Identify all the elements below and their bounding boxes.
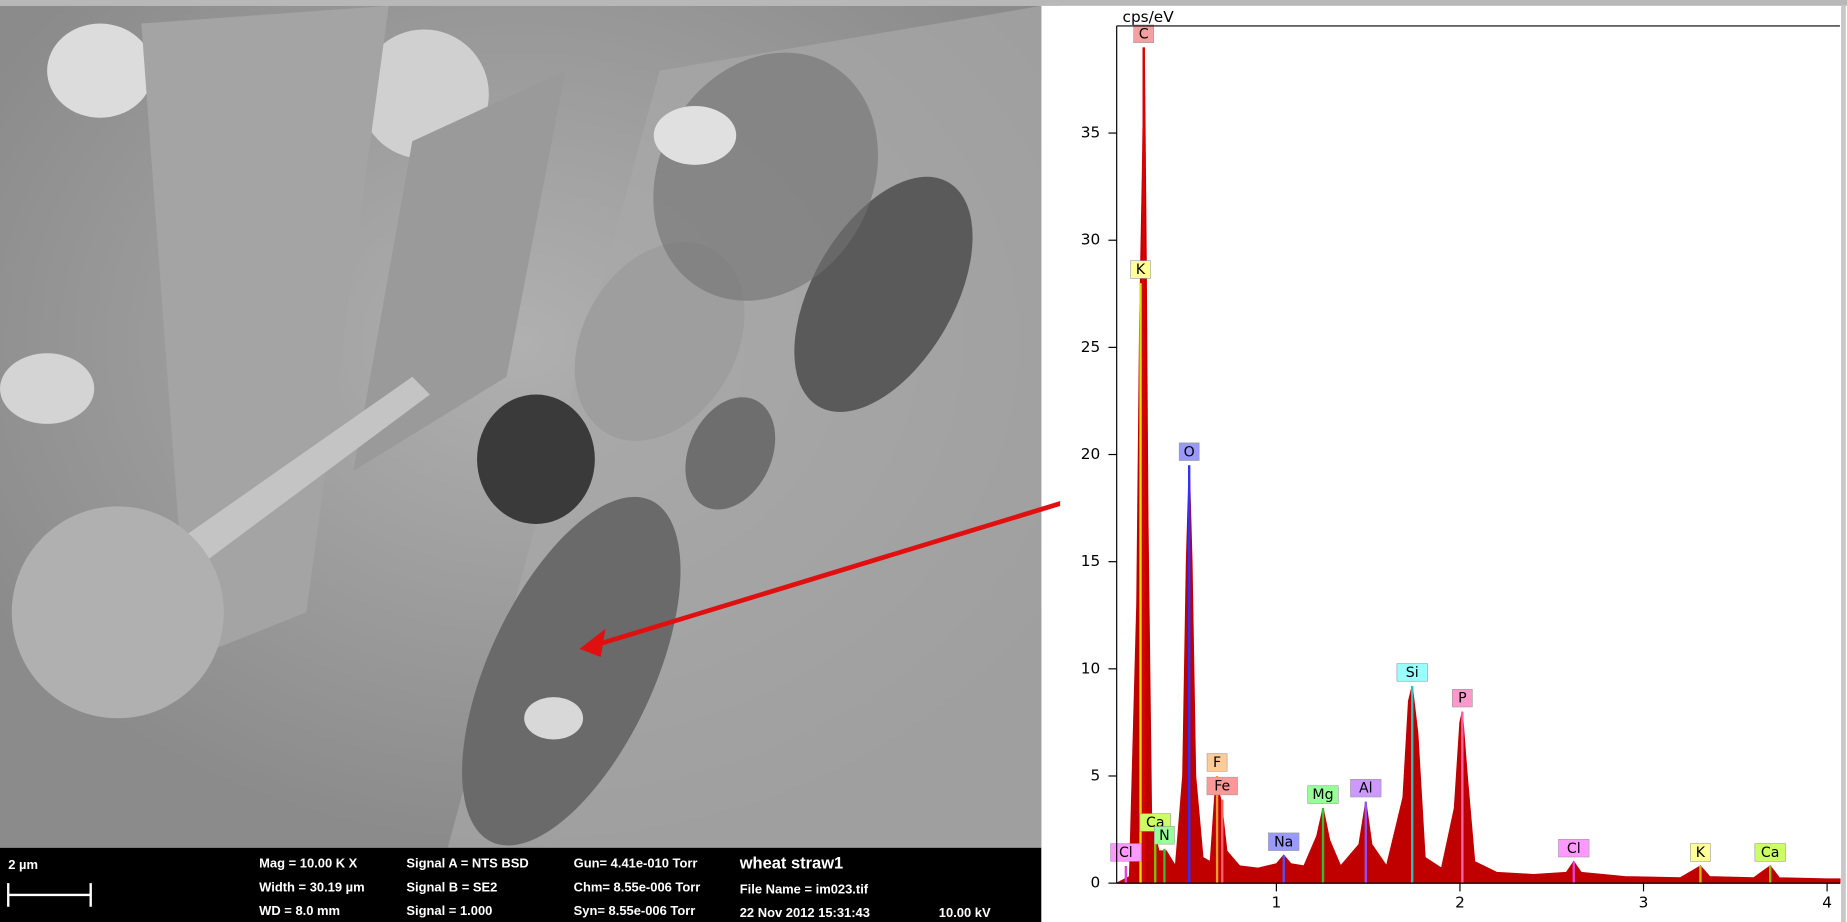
y-tick-label: 35 — [1081, 124, 1100, 142]
element-label: Mg — [1312, 787, 1333, 803]
y-axis-label: cps/eV — [1123, 8, 1175, 26]
element-label: Cl — [1119, 845, 1133, 861]
info-text: Mag = 10.00 K X — [259, 856, 358, 871]
element-label: Fe — [1214, 779, 1230, 795]
element-label: P — [1458, 691, 1467, 707]
info-text: Chm= 8.55e-006 Torr — [574, 879, 701, 894]
sem-image — [0, 6, 1041, 877]
element-label: K — [1696, 845, 1706, 861]
x-tick-label: 4 — [1822, 894, 1832, 912]
y-tick-label: 15 — [1081, 552, 1100, 570]
element-label: K — [1136, 262, 1146, 278]
info-text: 10.00 kV — [939, 905, 991, 920]
info-text: Signal = 1.000 — [406, 903, 492, 918]
sample-name: wheat straw1 — [739, 855, 843, 873]
element-label: Si — [1406, 665, 1419, 681]
y-tick-label: 0 — [1090, 874, 1100, 892]
x-tick-label: 1 — [1272, 894, 1282, 912]
info-text: Signal B = SE2 — [406, 879, 497, 894]
info-text: Width = 30.19 µm — [259, 879, 365, 894]
info-text: Syn= 8.55e-006 Torr — [574, 903, 696, 918]
y-tick-label: 10 — [1081, 659, 1100, 677]
y-tick-label: 20 — [1081, 445, 1100, 463]
element-label: C — [1139, 26, 1149, 42]
x-tick-label: 3 — [1639, 894, 1649, 912]
element-label: O — [1184, 444, 1195, 460]
top-strip — [0, 0, 1847, 6]
info-text: 22 Nov 2012 15:31:43 — [740, 905, 870, 920]
chart-area — [1060, 6, 1847, 922]
info-text: Gun= 4.41e-010 Torr — [574, 856, 698, 871]
info-text: Signal A = NTS BSD — [406, 856, 528, 871]
y-tick-label: 5 — [1090, 766, 1100, 784]
info-text: WD = 8.0 mm — [259, 903, 340, 918]
element-label: N — [1159, 828, 1170, 844]
element-label: Na — [1274, 834, 1293, 850]
y-tick-label: 25 — [1081, 338, 1100, 356]
element-label: Al — [1359, 781, 1373, 797]
info-text: File Name = im023.tif — [740, 882, 869, 897]
element-label: F — [1213, 755, 1221, 771]
element-label: Cl — [1567, 841, 1581, 857]
y-tick-label: 30 — [1081, 231, 1100, 249]
page: 2 µm Mag = 10.00 K X Width = 30.19 µm WD… — [0, 0, 1847, 922]
element-label: Ca — [1761, 845, 1780, 861]
scale-bar-label: 2 µm — [8, 857, 38, 872]
x-tick-label: 2 — [1455, 894, 1465, 912]
